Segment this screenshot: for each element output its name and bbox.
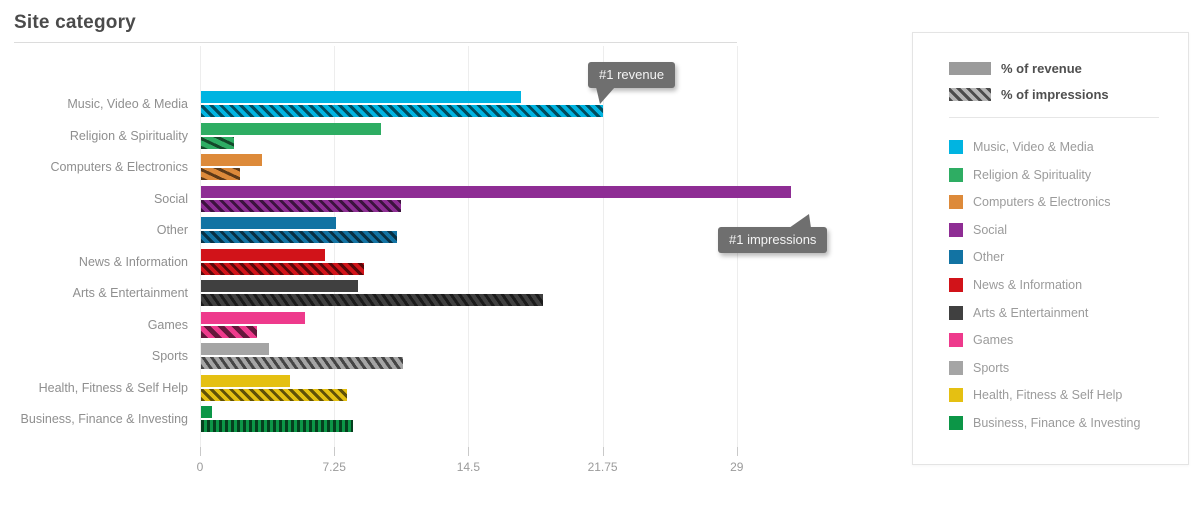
impressions-bar <box>201 199 401 212</box>
axis-tick <box>736 447 738 456</box>
impressions-bar <box>201 420 353 432</box>
impressions-bar <box>201 105 603 117</box>
tooltip-impressions-text: #1 impressions <box>729 232 817 247</box>
legend-key-impressions: % of impressions <box>949 86 1168 102</box>
revenue-bar <box>201 374 290 387</box>
legend-item: Games <box>949 333 1168 348</box>
legend-item: Computers & Electronics <box>949 195 1168 210</box>
tooltip-number-one-impressions: #1 impressions <box>718 214 828 253</box>
category-label: Health, Fitness & Self Help <box>38 380 188 395</box>
legend-item-label: Other <box>973 250 1005 265</box>
legend-key-revenue-label: % of revenue <box>1001 60 1082 76</box>
grid-line <box>468 46 470 447</box>
impressions-bar <box>201 262 364 275</box>
category-label: Social <box>153 191 188 206</box>
legend-color-swatch-icon <box>949 415 963 430</box>
legend-divider <box>949 117 1159 118</box>
grid-line <box>334 46 336 447</box>
legend-color-swatch-icon <box>949 333 963 348</box>
axis-tick-label: 29 <box>730 460 744 474</box>
axis-tick <box>602 447 604 456</box>
revenue-bar <box>201 122 381 135</box>
impressions-bar <box>201 357 403 369</box>
legend-item: Arts & Entertainment <box>949 305 1168 320</box>
page-title: Site category <box>14 12 136 33</box>
axis-tick-label: 21.75 <box>587 460 618 474</box>
category-label: Computers & Electronics <box>50 160 188 174</box>
legend-item: News & Information <box>949 277 1168 292</box>
legend-item-label: Arts & Entertainment <box>973 305 1089 320</box>
legend-color-swatch-icon <box>949 250 963 265</box>
revenue-bar <box>201 406 213 418</box>
revenue-solid-swatch-icon <box>949 61 991 75</box>
legend-item: Music, Video & Media <box>949 140 1168 154</box>
legend-panel: % of revenue % of impressions Music, Vid… <box>912 32 1189 465</box>
category-label: Religion & Spirituality <box>69 128 188 143</box>
legend-color-swatch-icon <box>949 277 963 292</box>
category-label: Music, Video & Media <box>67 97 188 111</box>
category-label: Other <box>156 223 188 237</box>
impressions-bar <box>201 231 398 243</box>
revenue-bar <box>201 185 792 198</box>
grid-line <box>602 46 604 447</box>
legend-item: Health, Fitness & Self Help <box>949 388 1168 403</box>
impressions-bar <box>201 136 235 149</box>
legend-item-label: Health, Fitness & Self Help <box>973 388 1123 403</box>
revenue-bar <box>201 248 326 261</box>
legend-color-swatch-icon <box>949 140 963 154</box>
legend-item-label: Social <box>973 222 1008 237</box>
grid-line <box>200 46 201 447</box>
tooltip-revenue-text: #1 revenue <box>599 67 665 82</box>
category-label: Sports <box>151 349 188 363</box>
axis-tick-label: 14.5 <box>456 460 481 474</box>
legend-item-label: Computers & Electronics <box>973 195 1111 210</box>
legend-color-swatch-icon <box>949 222 963 237</box>
axis-tick-label: 7.25 <box>322 460 346 474</box>
legend-color-swatch-icon <box>949 195 963 210</box>
legend-key-impressions-label: % of impressions <box>1001 86 1109 102</box>
legend-color-swatch-icon <box>949 388 963 403</box>
legend-key-revenue: % of revenue <box>949 60 1168 76</box>
impressions-bar <box>201 325 257 338</box>
impressions-hatched-swatch-icon <box>949 87 991 101</box>
axis-tick <box>468 447 470 456</box>
legend-item-label: Business, Finance & Investing <box>973 415 1141 430</box>
revenue-bar <box>201 154 263 166</box>
legend-color-swatch-icon <box>949 360 963 375</box>
revenue-bar <box>201 280 359 292</box>
category-label: Business, Finance & Investing <box>20 412 188 426</box>
legend-color-swatch-icon <box>949 305 963 320</box>
revenue-bar <box>201 217 337 229</box>
legend-item: Social <box>949 222 1168 237</box>
legend-items: Music, Video & Media Religion & Spiritual… <box>949 140 1168 430</box>
revenue-bar <box>201 311 305 324</box>
impressions-bar <box>201 294 544 306</box>
legend-item: Business, Finance & Investing <box>949 415 1168 430</box>
title-divider <box>14 42 737 43</box>
category-label: Arts & Entertainment <box>72 286 188 300</box>
axis-tick <box>200 447 201 456</box>
axis-tick <box>334 447 336 456</box>
revenue-bar <box>201 343 270 355</box>
legend-item-label: Sports <box>973 360 1010 375</box>
legend-item: Sports <box>949 360 1168 375</box>
axis-tick-label: 0 <box>196 460 204 474</box>
tooltip-number-one-revenue: #1 revenue <box>588 62 676 104</box>
legend-item-label: News & Information <box>973 277 1083 292</box>
legend-item-label: Religion & Spirituality <box>973 167 1092 182</box>
tooltip-tail-up-icon <box>789 214 812 228</box>
impressions-bar <box>201 388 348 401</box>
legend-color-swatch-icon <box>949 167 963 182</box>
revenue-bar <box>201 91 522 103</box>
category-label: Games <box>147 317 188 332</box>
tooltip-tail-down-icon <box>596 87 615 104</box>
legend-item: Religion & Spirituality <box>949 167 1168 182</box>
impressions-bar <box>201 168 240 180</box>
category-label: News & Information <box>78 254 188 269</box>
legend-item-label: Music, Video & Media <box>973 140 1094 154</box>
legend-item: Other <box>949 250 1168 265</box>
legend-item-label: Games <box>973 333 1014 348</box>
